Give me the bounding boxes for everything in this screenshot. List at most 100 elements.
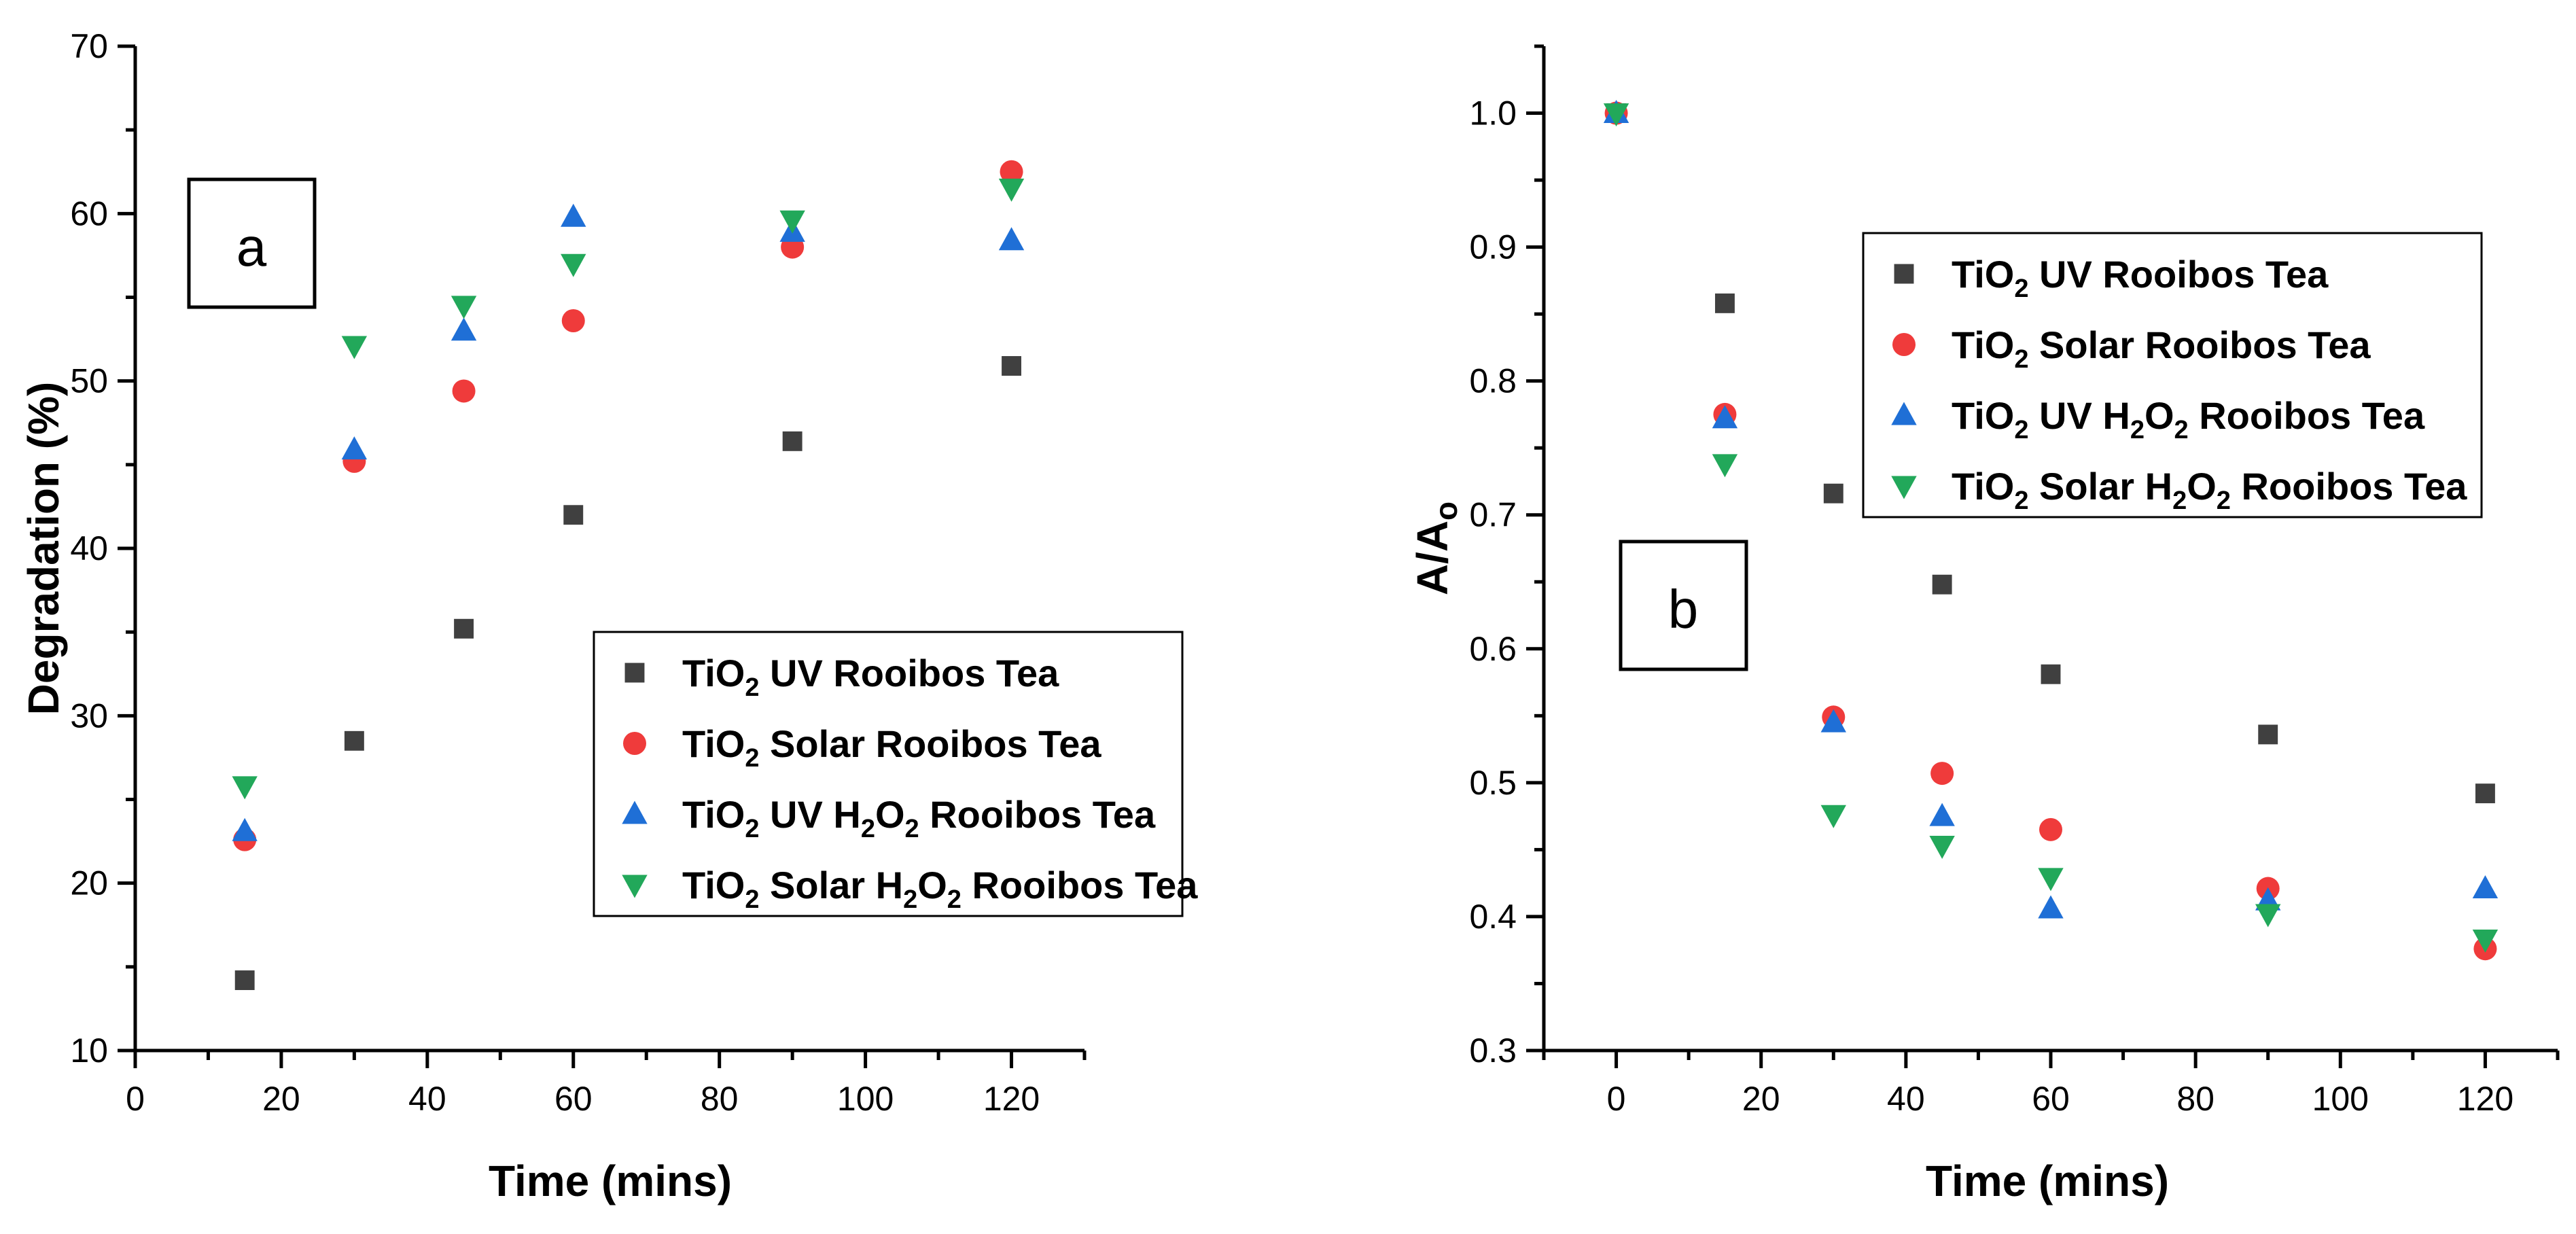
- chart-b-series-1-point: [1932, 574, 1952, 595]
- chart-b-y-tick-label: 1.0: [1469, 94, 1517, 133]
- chart-a-x-tick-label: 80: [701, 1080, 739, 1118]
- chart-a-legend-marker-2: [623, 732, 646, 755]
- chart-a-series-4-point: [341, 336, 368, 359]
- chart-b-x-tick-label: 40: [1887, 1080, 1925, 1118]
- chart-b-series-3-point: [1929, 803, 1955, 826]
- chart-a-y-tick-label: 20: [70, 864, 108, 902]
- chart-b-xlabel: Time (mins): [1926, 1157, 2169, 1205]
- chart-a-series-1-point: [1002, 356, 1021, 376]
- chart-b-x-tick-label: 100: [2312, 1080, 2369, 1118]
- chart-a-y-tick-label: 70: [70, 27, 108, 65]
- chart-a-y-tick-label: 30: [70, 697, 108, 735]
- chart-a-series-1-point: [454, 618, 474, 639]
- chart-b-series-3-point: [2038, 895, 2064, 919]
- chart-b-x-tick-label: 0: [1607, 1080, 1626, 1118]
- chart-a-series-3-point: [998, 227, 1025, 251]
- chart-a-legend-frame: [593, 631, 1184, 917]
- chart-a-legend-label-3: TiO2 UV H2O2 Rooibos Tea: [682, 793, 1156, 843]
- chart-a-ylabel: Degradation (%): [19, 382, 68, 716]
- chart-a-legend-marker-3: [622, 800, 648, 824]
- chart-b-series-2-point: [2039, 817, 2062, 841]
- chart-b-series-1-point: [2475, 783, 2495, 804]
- chart-b-y-tick-label: 0.4: [1469, 898, 1517, 936]
- chart-a-series-4-point: [998, 178, 1025, 202]
- chart-b-series-1-point: [1714, 293, 1735, 313]
- chart-a-series-4-point: [451, 296, 477, 319]
- chart-a-y-tick-label: 40: [70, 529, 108, 567]
- chart-a-series-3-point: [561, 203, 586, 227]
- chart-b-series-4-point: [2472, 929, 2499, 953]
- chart-b-axes: [1542, 46, 2558, 1053]
- chart-b-legend-label-2: TiO2 Solar Rooibos Tea: [1952, 323, 2371, 374]
- chart-b-ticks: 0 20 40 60 80 100 120 0.3 0.4 0.5 0.6 0.7 0.8 0.9 1.0: [1469, 44, 2560, 1118]
- chart-a-legend-marker-1: [624, 663, 645, 683]
- chart-b-series-3-point: [1820, 709, 1846, 733]
- chart-b-legend-label-3: TiO2 UV H2O2 Rooibos Tea: [1952, 394, 2425, 444]
- chart-a-series-2-point: [452, 379, 476, 403]
- chart-b-x-tick-label: 60: [2032, 1080, 2070, 1118]
- chart-b-series-1-point: [1823, 483, 1843, 504]
- chart-a-x-tick-label: 60: [554, 1080, 593, 1118]
- chart-b-series-4-point: [1929, 836, 1955, 860]
- chart-a-series-1-point: [563, 505, 584, 525]
- chart-a-x-tick-label: 100: [837, 1080, 894, 1118]
- chart-a-panel-label: a: [236, 217, 267, 277]
- chart-b-legend-marker-4: [1891, 476, 1917, 499]
- chart-b-series-3-point: [1712, 405, 1738, 429]
- chart-a-y-tick-label: 60: [70, 194, 108, 232]
- chart-a-series-3-point: [341, 436, 368, 460]
- chart-a-series-1-point: [234, 970, 255, 990]
- chart-a-xlabel: Time (mins): [489, 1157, 732, 1205]
- chart-a-y-tick-label: 50: [70, 362, 108, 400]
- chart-a-series-2-point: [1000, 160, 1023, 183]
- chart-a-y-tick-label: 10: [70, 1032, 108, 1070]
- chart-b-y-tick-label: 0.9: [1469, 228, 1517, 266]
- chart-b-x-tick-label: 120: [2457, 1080, 2513, 1118]
- chart-b-y-tick-label: 0.7: [1469, 496, 1517, 534]
- chart-a-series-3-point: [232, 817, 258, 841]
- chart-a-series-1-point: [782, 431, 802, 451]
- chart-a-x-tick-label: 20: [262, 1080, 300, 1118]
- chart-a-axes: [133, 46, 1084, 1053]
- chart-a-ticks: 0 20 40 60 80 100 120 10 20 30 40 50 60 70: [70, 27, 1087, 1118]
- chart-a-x-tick-label: 40: [408, 1080, 446, 1118]
- chart-b-y-tick-label: 0.5: [1469, 764, 1517, 802]
- chart-b-series-4-point: [1820, 805, 1846, 828]
- chart-b-legend-marker-1: [1894, 264, 1914, 284]
- chart-a-legend-label-4: TiO2 Solar H2O2 Rooibos Tea: [682, 864, 1198, 914]
- chart-b-series-3-point: [2472, 875, 2499, 898]
- chart-b-x-tick-label: 20: [1742, 1080, 1780, 1118]
- chart-b-series-4-point: [2255, 904, 2281, 928]
- chart-b-legend-marker-2: [1892, 333, 1916, 356]
- chart-a-series-4-point: [779, 210, 805, 234]
- chart-b-legend-marker-3: [1891, 402, 1917, 425]
- chart-a-series-4-point: [561, 253, 586, 277]
- chart-b-ylabel-group: A/Ao: [1408, 501, 1464, 595]
- chart-b-series-4-point: [1712, 454, 1738, 478]
- chart-b-series-4-point: [1603, 103, 1629, 127]
- chart-b-legend-frame: [1862, 232, 2483, 518]
- chart-b-legend: TiO2 UV Rooibos Tea TiO2 Solar Rooibos Te…: [1862, 232, 2483, 518]
- chart-a-points: [232, 160, 1025, 990]
- chart-a-x-tick-label: 120: [983, 1080, 1040, 1118]
- chart-panel-a: 0 20 40 60 80 100 120 10 20 30 40 50 60 70 Time (mins…: [19, 27, 1198, 1205]
- chart-b-legend-label-4: TiO2 Solar H2O2 Rooibos Tea: [1952, 465, 2467, 515]
- chart-b-x-tick-label: 80: [2176, 1080, 2215, 1118]
- chart-b-legend-label-1: TiO2 UV Rooibos Tea: [1952, 253, 2329, 303]
- chart-b-series-1-point: [2258, 724, 2278, 745]
- chart-b-ylabel: A/Ao: [1408, 501, 1464, 595]
- chart-a-legend-marker-4: [622, 875, 648, 898]
- chart-a-panel-label-box: a: [187, 177, 317, 309]
- chart-a-legend: TiO2 UV Rooibos Tea TiO2 Solar Rooibos Te…: [593, 631, 1198, 917]
- chart-b-panel-label: b: [1668, 579, 1699, 639]
- chart-b-panel-label-box: b: [1619, 540, 1748, 671]
- chart-b-y-tick-label: 0.6: [1469, 630, 1517, 668]
- chart-a-legend-label-2: TiO2 Solar Rooibos Tea: [682, 722, 1101, 773]
- chart-b-series-4-point: [2038, 868, 2064, 892]
- chart-b-y-tick-label: 0.3: [1469, 1032, 1517, 1070]
- chart-b-series-1-point: [2041, 664, 2061, 684]
- chart-a-series-2-point: [561, 308, 585, 332]
- chart-a-series-3-point: [451, 317, 477, 341]
- chart-a-series-4-point: [232, 776, 258, 800]
